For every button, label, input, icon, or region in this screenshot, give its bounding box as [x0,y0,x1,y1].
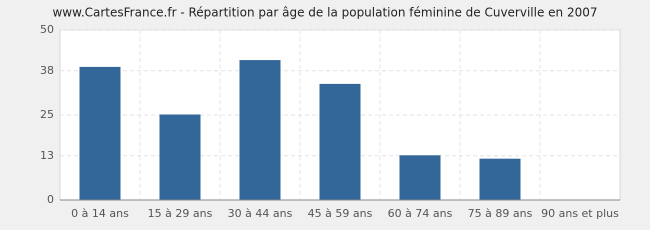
y-tick-label: 13 [40,149,54,162]
chart: www.CartesFrance.fr - Répartition par âg… [0,0,650,230]
x-tick-label: 30 à 44 ans [228,207,293,220]
y-tick-label: 25 [40,108,54,121]
x-tick-label: 45 à 59 ans [308,207,373,220]
bar [239,60,281,201]
bar [399,155,441,201]
bar [319,83,361,201]
bar [159,114,201,201]
x-tick-label: 60 à 74 ans [388,207,453,220]
y-tick-label: 0 [47,193,54,206]
chart-title: www.CartesFrance.fr - Répartition par âg… [52,6,597,20]
bar [479,158,521,201]
y-tick-label: 50 [40,23,54,36]
bar [79,66,121,201]
x-tick-label: 15 à 29 ans [148,207,213,220]
x-tick-label: 90 ans et plus [541,207,619,220]
x-tick-label: 75 à 89 ans [468,207,533,220]
y-tick-label: 38 [40,64,54,77]
x-tick-label: 0 à 14 ans [71,207,129,220]
